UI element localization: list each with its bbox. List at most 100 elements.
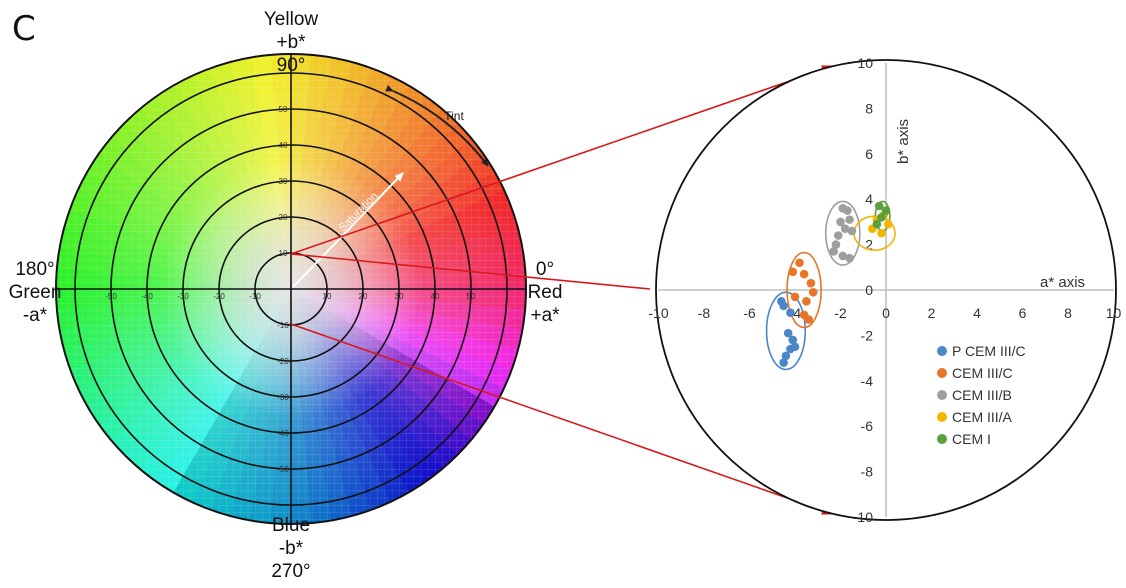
tint-label: Tint xyxy=(444,109,464,123)
wheel-v-tick: -50 xyxy=(277,465,289,474)
data-point xyxy=(845,253,854,263)
zoom-arrow-upper-line xyxy=(290,65,834,255)
data-point xyxy=(808,287,818,297)
data-point xyxy=(786,344,795,354)
label-top: Yellow +b* 90° xyxy=(264,9,319,76)
zoom-arrow-lower-line xyxy=(290,323,834,515)
legend-label: CEM III/C xyxy=(952,365,1013,381)
data-point xyxy=(831,240,841,249)
data-point xyxy=(779,358,788,367)
wheel-outline xyxy=(55,53,527,525)
saturation-arrow xyxy=(292,172,404,288)
label-green: Green xyxy=(9,282,62,303)
label-90-deg: 90° xyxy=(277,55,306,76)
color-wheel: -50 -40 -30 -20 -10 10 20 30 40 50 50 40 30 20 10 -10 -2… xyxy=(9,9,563,582)
legend-label: CEM III/B xyxy=(952,387,1012,403)
x-tick-label: -8 xyxy=(698,305,711,321)
y-tick-label: -8 xyxy=(861,464,874,480)
x-tick-label: 4 xyxy=(973,305,981,321)
y-axis-label: b* axis xyxy=(895,119,912,164)
data-point xyxy=(836,217,845,227)
x-tick-label: 10 xyxy=(1106,305,1122,321)
wheel-v-tick: -30 xyxy=(277,393,289,402)
y-tick-label: -2 xyxy=(861,327,874,343)
label-yellow: Yellow xyxy=(264,9,319,30)
zoom-arrows xyxy=(290,65,834,515)
data-point xyxy=(838,251,848,261)
x-axis-label: a* axis xyxy=(1040,274,1085,291)
wheel-h-tick: 10 xyxy=(323,292,332,301)
label-right: 0° Red +a* xyxy=(528,259,563,326)
tint-arrow xyxy=(385,85,489,167)
wheel-h-tick: 20 xyxy=(359,292,368,301)
x-tick-label: 8 xyxy=(1064,305,1072,321)
cluster-ellipse xyxy=(765,291,807,371)
y-tick-label: 0 xyxy=(865,282,873,298)
legend-marker xyxy=(937,346,947,356)
label-left: 180° Green -a* xyxy=(9,259,62,326)
wheel-h-tick: -10 xyxy=(249,292,261,301)
label-red: Red xyxy=(528,282,563,303)
label-minus-a: -a* xyxy=(23,305,48,326)
label-minus-b: -b* xyxy=(279,538,304,559)
data-point xyxy=(783,328,793,338)
x-tick-label: -6 xyxy=(743,305,756,321)
data-point xyxy=(788,267,798,277)
label-bottom: Blue -b* 270° xyxy=(271,515,310,582)
data-point xyxy=(804,315,813,324)
y-tick-label: -6 xyxy=(861,418,874,434)
data-point xyxy=(779,301,788,311)
data-point xyxy=(799,269,809,279)
wheel-v-tick: -20 xyxy=(277,357,289,366)
label-0-deg: 0° xyxy=(536,259,554,280)
legend-marker xyxy=(937,434,947,444)
wheel-v-tick: 20 xyxy=(279,213,288,222)
data-points xyxy=(777,201,893,367)
cluster-ellipse xyxy=(824,200,861,266)
legend: P CEM III/C CEM III/C CEM III/B CEM III/A CE… xyxy=(937,343,1026,447)
wheel-h-tick: -30 xyxy=(177,292,189,301)
data-point xyxy=(877,213,886,222)
cluster-ellipse xyxy=(786,251,822,329)
data-point xyxy=(874,201,884,211)
y-tick-label: 8 xyxy=(865,100,873,116)
data-point xyxy=(840,224,850,234)
data-point xyxy=(847,226,857,236)
panel-label: C xyxy=(12,9,36,49)
data-point xyxy=(802,297,811,306)
data-point xyxy=(790,292,800,302)
y-tick-label: 2 xyxy=(865,237,873,253)
wheel-v-tick: 30 xyxy=(279,177,288,186)
data-point xyxy=(788,335,798,345)
legend-label: CEM III/A xyxy=(952,409,1013,425)
y-tick-label: 6 xyxy=(865,146,873,162)
label-plus-a: +a* xyxy=(530,305,560,326)
data-point xyxy=(829,247,838,256)
x-tick-label: 0 xyxy=(882,305,890,321)
wheel-v-tick: 40 xyxy=(279,141,288,150)
data-point xyxy=(843,206,852,215)
wheel-h-tick: 50 xyxy=(467,292,476,301)
wheel-h-tick: -20 xyxy=(213,292,225,301)
wheel-h-tick: -50 xyxy=(105,292,117,301)
y-tick-label: -4 xyxy=(861,373,874,389)
x-tick-label: 6 xyxy=(1019,305,1027,321)
label-plus-b: +b* xyxy=(276,32,306,53)
data-point xyxy=(845,215,854,224)
legend-label: P CEM III/C xyxy=(952,343,1026,359)
zoom-arrow-middle-line xyxy=(290,253,651,290)
data-point xyxy=(806,278,816,288)
legend-marker xyxy=(937,412,947,422)
data-point xyxy=(781,351,791,361)
label-180-deg: 180° xyxy=(15,259,54,280)
wheel-tick-labels: -50 -40 -30 -20 -10 10 20 30 40 50 50 40 30 20 10 -10 -2… xyxy=(105,105,476,474)
data-point xyxy=(881,206,891,215)
x-tick-label: -2 xyxy=(834,305,847,321)
label-270-deg: 270° xyxy=(271,561,310,582)
label-blue: Blue xyxy=(272,515,310,536)
data-point xyxy=(795,258,804,268)
y-tick-label: 4 xyxy=(865,191,873,207)
